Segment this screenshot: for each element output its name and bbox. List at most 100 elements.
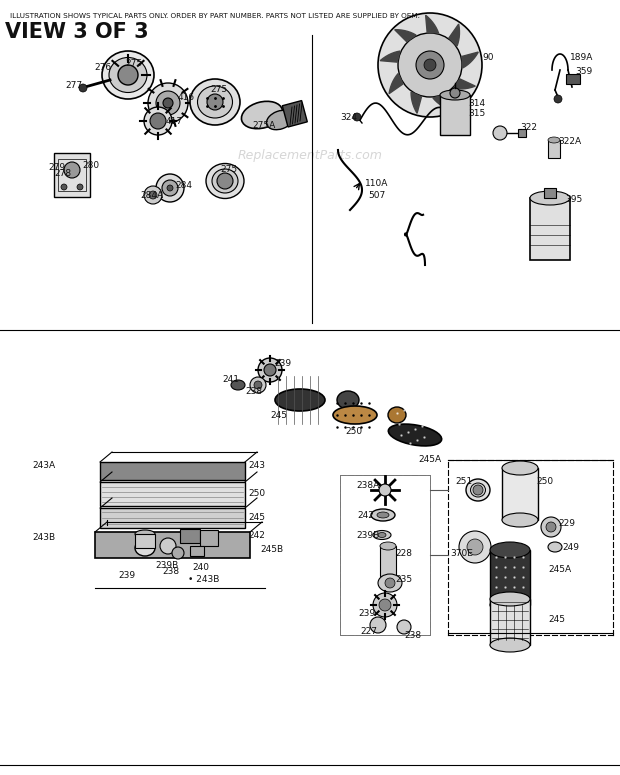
Polygon shape [389, 74, 403, 94]
Bar [135, 534, 155, 548]
Ellipse shape [241, 102, 283, 129]
Circle shape [144, 107, 172, 135]
Circle shape [118, 65, 138, 85]
Ellipse shape [337, 391, 359, 409]
Ellipse shape [490, 592, 530, 606]
Bar [544, 188, 556, 198]
Text: 239: 239 [274, 359, 291, 367]
Circle shape [379, 484, 391, 496]
Circle shape [148, 83, 188, 123]
Text: 276: 276 [94, 64, 111, 73]
Text: 245A: 245A [418, 456, 441, 464]
Ellipse shape [275, 389, 325, 411]
Text: 227: 227 [360, 628, 377, 636]
Text: 239: 239 [358, 608, 375, 618]
Circle shape [163, 98, 173, 108]
Circle shape [379, 599, 391, 611]
Text: 275A: 275A [252, 120, 275, 129]
Text: 278: 278 [54, 170, 71, 178]
Text: 245: 245 [548, 615, 565, 625]
Circle shape [554, 95, 562, 103]
Circle shape [424, 59, 436, 71]
Text: 235: 235 [395, 576, 412, 584]
Bar [530, 198, 570, 260]
Polygon shape [411, 92, 422, 113]
Circle shape [258, 358, 282, 382]
Circle shape [473, 485, 483, 495]
Text: 238A: 238A [356, 480, 379, 490]
Bar [490, 550, 530, 605]
Circle shape [370, 617, 386, 633]
Circle shape [353, 113, 361, 121]
Ellipse shape [440, 90, 470, 100]
Text: 370E: 370E [450, 549, 473, 557]
Ellipse shape [388, 407, 406, 423]
Circle shape [207, 94, 223, 110]
Ellipse shape [135, 540, 155, 556]
Text: 275: 275 [220, 166, 237, 174]
Text: 250: 250 [345, 426, 362, 436]
Bar [190, 546, 204, 556]
Text: 243: 243 [248, 461, 265, 470]
Ellipse shape [378, 532, 386, 538]
Bar [100, 482, 245, 506]
Circle shape [493, 126, 507, 140]
Text: 241: 241 [222, 374, 239, 384]
Ellipse shape [135, 530, 155, 538]
Circle shape [77, 184, 83, 190]
Circle shape [398, 33, 462, 97]
Circle shape [541, 517, 561, 537]
Bar [502, 468, 538, 520]
Text: 359: 359 [575, 67, 592, 77]
Polygon shape [380, 51, 400, 62]
Ellipse shape [371, 509, 395, 521]
Circle shape [467, 539, 483, 555]
Bar [200, 530, 218, 546]
Text: 315: 315 [468, 109, 485, 118]
Circle shape [150, 113, 166, 129]
Circle shape [172, 547, 184, 559]
Text: 245A: 245A [548, 566, 571, 574]
Ellipse shape [206, 164, 244, 198]
Ellipse shape [490, 638, 530, 652]
Circle shape [217, 173, 233, 189]
Text: 322A: 322A [558, 136, 581, 146]
Text: • 243B: • 243B [188, 576, 219, 584]
Circle shape [397, 620, 411, 634]
Ellipse shape [548, 137, 560, 143]
Bar [100, 508, 245, 528]
Bar [380, 546, 396, 576]
Text: 251: 251 [455, 477, 472, 487]
Ellipse shape [530, 191, 570, 205]
Ellipse shape [333, 406, 377, 424]
Text: 275: 275 [210, 84, 227, 94]
Circle shape [156, 174, 184, 202]
Text: 275: 275 [125, 58, 142, 67]
Text: 242: 242 [357, 511, 374, 519]
Polygon shape [449, 24, 459, 46]
Ellipse shape [102, 51, 154, 99]
Text: 250: 250 [248, 490, 265, 498]
Ellipse shape [109, 57, 147, 92]
Ellipse shape [548, 542, 562, 552]
Text: 322: 322 [520, 122, 537, 132]
Text: 395: 395 [565, 195, 582, 205]
Circle shape [373, 593, 397, 617]
Text: 243A: 243A [32, 461, 55, 470]
Circle shape [264, 364, 276, 376]
Text: ILLUSTRATION SHOWS TYPICAL PARTS ONLY. ORDER BY PART NUMBER. PARTS NOT LISTED AR: ILLUSTRATION SHOWS TYPICAL PARTS ONLY. O… [10, 13, 420, 19]
Circle shape [416, 51, 444, 79]
Circle shape [450, 88, 460, 98]
Polygon shape [426, 16, 438, 33]
Circle shape [162, 180, 178, 196]
Polygon shape [433, 95, 451, 110]
Text: 245: 245 [248, 514, 265, 522]
Text: 277: 277 [65, 81, 82, 89]
Text: 228: 228 [395, 549, 412, 557]
Text: 238: 238 [404, 631, 421, 639]
Text: 249: 249 [562, 542, 579, 552]
Bar [58, 159, 86, 191]
Text: 239: 239 [118, 571, 135, 580]
Text: 245: 245 [270, 411, 287, 419]
Bar [340, 475, 430, 635]
